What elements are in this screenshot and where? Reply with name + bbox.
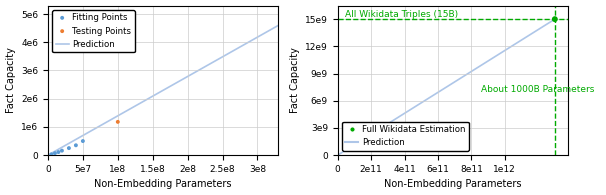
Point bbox=[47, 153, 56, 156]
Legend: Fitting Points, Testing Points, Prediction: Fitting Points, Testing Points, Predicti… bbox=[52, 10, 135, 52]
Point bbox=[550, 18, 560, 21]
Point bbox=[78, 139, 88, 143]
Text: All Wikidata Triples (15B): All Wikidata Triples (15B) bbox=[345, 10, 458, 19]
X-axis label: Non-Embedding Parameters: Non-Embedding Parameters bbox=[95, 179, 232, 190]
X-axis label: Non-Embedding Parameters: Non-Embedding Parameters bbox=[384, 179, 522, 190]
Legend: Full Wikidata Estimation, Prediction: Full Wikidata Estimation, Prediction bbox=[342, 122, 469, 151]
Point bbox=[50, 152, 60, 155]
Y-axis label: Fact Capacity: Fact Capacity bbox=[290, 47, 299, 113]
Point bbox=[53, 151, 63, 154]
Point bbox=[64, 147, 74, 150]
Point bbox=[113, 120, 122, 123]
Point bbox=[71, 144, 81, 147]
Y-axis label: Fact Capacity: Fact Capacity bbox=[5, 47, 16, 113]
Point bbox=[57, 149, 67, 152]
Text: About 1000B Parameters: About 1000B Parameters bbox=[481, 85, 594, 94]
